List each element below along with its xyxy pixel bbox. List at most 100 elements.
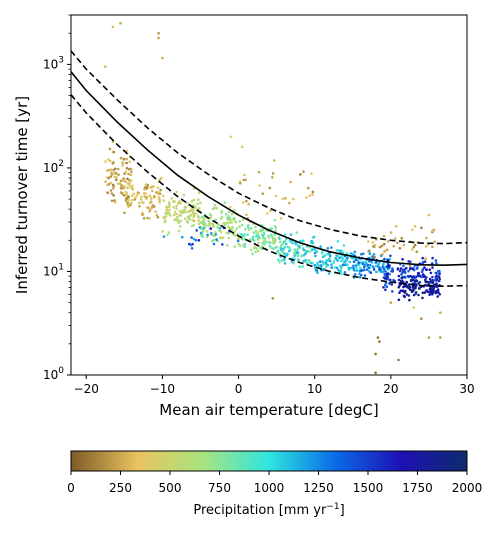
scatter-point — [107, 182, 111, 186]
scatter-point — [143, 186, 147, 189]
scatter-point — [265, 240, 268, 244]
scatter-point — [280, 244, 283, 247]
scatter-point — [210, 232, 213, 235]
scatter-point — [115, 178, 118, 182]
scatter-point — [144, 183, 148, 186]
scatter-point — [347, 268, 351, 271]
scatter-point — [301, 265, 305, 268]
scatter-point — [166, 210, 169, 214]
scatter-point — [134, 196, 137, 199]
scatter-point — [421, 268, 425, 271]
colorbar-tick-label: 250 — [109, 481, 132, 495]
scatter-point — [172, 213, 176, 217]
scatter-point — [223, 201, 227, 204]
scatter-point — [383, 242, 386, 246]
scatter-point — [180, 235, 184, 239]
scatter-point — [271, 176, 274, 179]
colorbar-tick-label: 1500 — [353, 481, 384, 495]
scatter-point — [127, 205, 130, 209]
scatter-point — [278, 235, 281, 239]
scatter-point-outlier — [376, 336, 380, 339]
scatter-point — [227, 225, 230, 228]
scatter-point — [412, 288, 416, 291]
scatter-point — [275, 245, 279, 249]
scatter-point — [342, 244, 346, 247]
scatter-point — [257, 235, 261, 239]
scatter-point — [127, 195, 130, 199]
scatter-point — [180, 211, 183, 214]
scatter-point — [358, 276, 362, 279]
colorbar-label-end: ] — [340, 503, 345, 518]
scatter-point — [111, 183, 115, 187]
scatter-point — [121, 162, 125, 165]
scatter-point — [243, 245, 246, 249]
scatter-point — [330, 246, 333, 249]
scatter-point — [340, 272, 343, 276]
scatter-point — [150, 206, 154, 209]
scatter-point — [190, 199, 194, 203]
scatter-point — [412, 285, 415, 289]
x-tick-label: 30 — [459, 382, 474, 396]
colorbar-label-main: Precipitation [mm yr — [193, 503, 327, 518]
scatter-point — [348, 260, 352, 264]
scatter-point — [234, 220, 238, 224]
x-tick-label: 20 — [383, 382, 398, 396]
scatter-point — [110, 171, 113, 175]
scatter-point — [434, 290, 438, 294]
scatter-point — [397, 274, 401, 278]
scatter-point — [315, 250, 319, 253]
scatter-point — [127, 198, 131, 202]
scatter-point — [352, 260, 356, 264]
colorbar-gradient — [70, 450, 468, 472]
scatter-point — [273, 218, 277, 222]
scatter-point — [219, 236, 223, 240]
y-axis-label: Inferred turnover time [yr] — [13, 96, 31, 294]
scatter-point — [135, 194, 139, 197]
scatter-point — [405, 281, 408, 284]
scatter-point — [338, 256, 342, 260]
scatter-point — [428, 287, 432, 291]
scatter-point — [312, 236, 315, 239]
scatter-point — [272, 247, 276, 250]
scatter-point — [308, 250, 312, 253]
scatter-point — [202, 227, 205, 230]
scatter-point — [318, 260, 322, 263]
plot-area — [70, 14, 468, 376]
scatter-point — [109, 175, 112, 178]
scatter-point — [263, 237, 266, 240]
x-tick-label: 10 — [307, 382, 322, 396]
scatter-point — [386, 248, 389, 251]
scatter-point — [307, 259, 311, 262]
scatter-point — [216, 226, 219, 229]
scatter-point — [363, 274, 367, 277]
scatter-point — [438, 269, 441, 273]
scatter-point — [146, 216, 149, 220]
scatter-point — [182, 193, 186, 197]
scatter-point — [156, 186, 160, 189]
scatter-point — [137, 191, 141, 195]
scatter-point — [409, 260, 412, 264]
scatter-point — [423, 291, 427, 294]
scatter-point — [434, 271, 438, 275]
fit-line-central — [71, 71, 467, 267]
scatter-point — [183, 217, 187, 221]
scatter-point — [144, 192, 147, 195]
scatter-point — [186, 221, 190, 224]
scatter-point — [108, 147, 112, 151]
scatter-point — [433, 240, 437, 244]
scatter-point — [407, 269, 410, 273]
scatter-point-outlier — [389, 301, 393, 304]
scatter-point — [250, 227, 253, 230]
scatter-point — [412, 268, 416, 272]
scatter-point — [126, 182, 130, 185]
scatter-point — [107, 158, 110, 161]
scatter-point — [204, 224, 207, 227]
scatter-point — [353, 250, 357, 254]
scatter-point — [128, 183, 131, 187]
scatter-point — [342, 263, 345, 266]
scatter-point — [423, 274, 426, 278]
scatter-point — [410, 290, 414, 294]
scatter-point — [201, 233, 204, 237]
scatter-point — [205, 230, 209, 233]
scatter-point — [374, 261, 378, 264]
